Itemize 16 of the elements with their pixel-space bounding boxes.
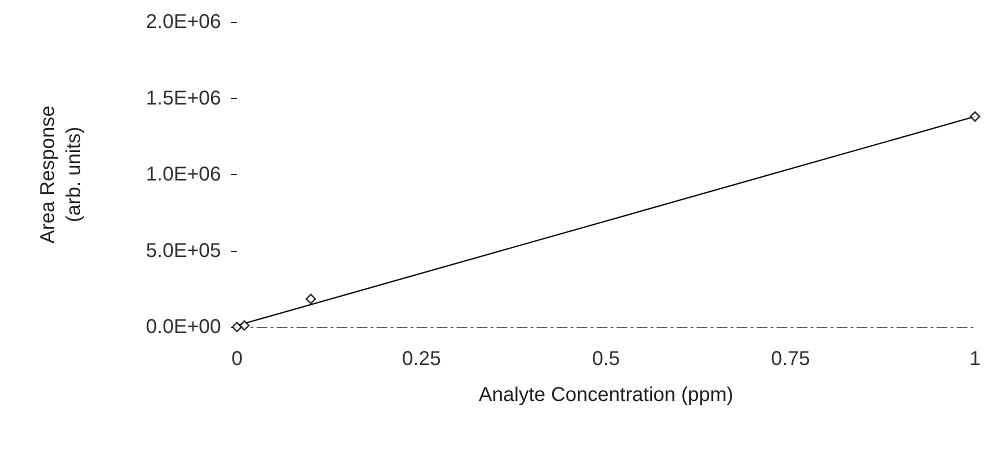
x-tick-label: 0.25 [402,348,441,370]
y-tick-label: 2.0E+06 [146,11,221,33]
y-tick-label: 5.0E+05 [146,240,221,262]
point [239,320,250,331]
point [232,322,242,332]
y-tick-label: 1.5E+06 [146,87,221,110]
y-axis-title: Area Response (arb. units) [37,106,85,244]
y-tick-label: 1.0E+06 [146,164,221,186]
point [970,111,980,122]
x-tick-label: 1 [969,348,981,370]
x-tick-label: 0.75 [771,348,810,370]
x-tick-label: 0 [231,348,243,370]
x-axis-title: Analyte Concentration (ppm) [478,384,734,406]
point [306,294,316,304]
x-tick-label: 0.5 [592,348,620,370]
y-tick-label: 0.0E+00 [146,316,221,338]
